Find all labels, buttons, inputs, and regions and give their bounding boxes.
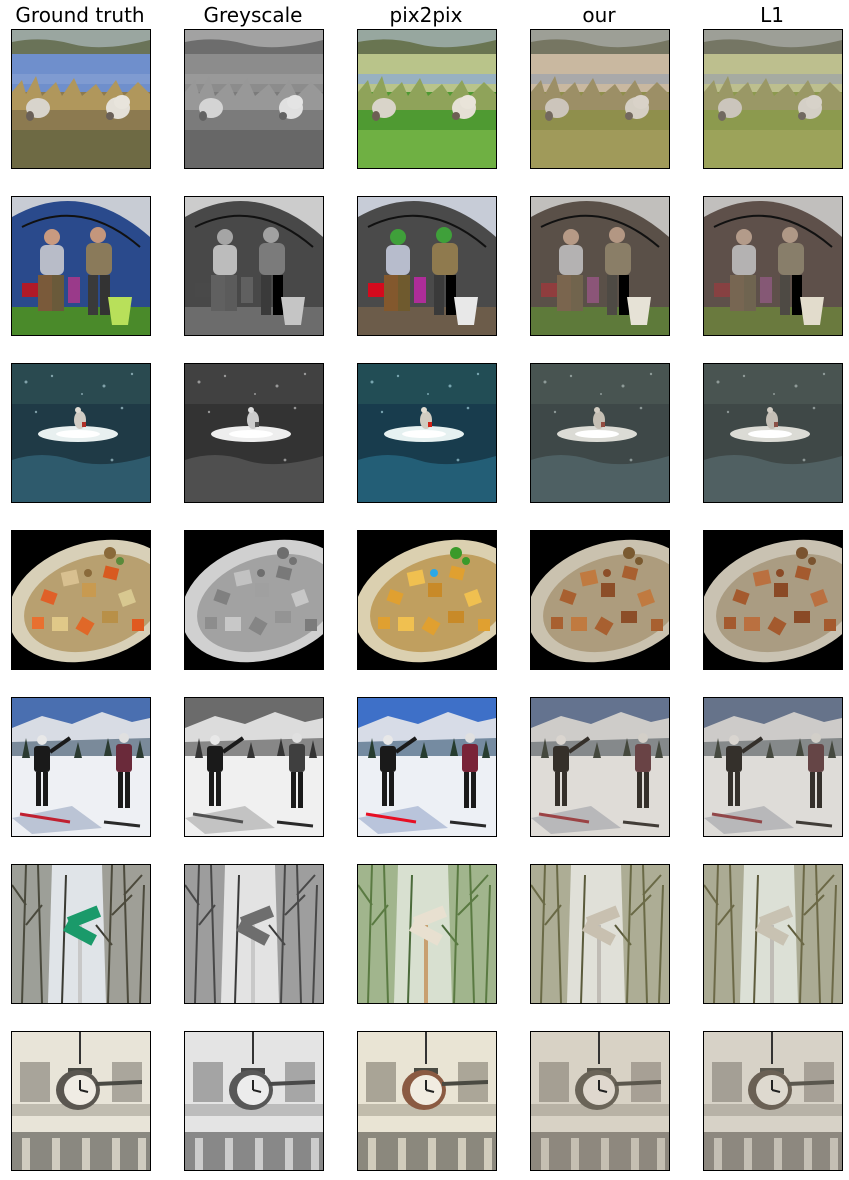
image-canvas — [704, 698, 842, 836]
image-canvas — [531, 1032, 669, 1170]
image-bird-splashing-water-gt — [11, 363, 151, 503]
image-people-under-umbrella-our — [530, 196, 670, 336]
image-canvas — [358, 197, 496, 335]
image-canvas — [12, 1032, 150, 1170]
image-canvas — [358, 364, 496, 502]
image-canvas — [358, 698, 496, 836]
image-canvas — [531, 531, 669, 669]
image-plate-of-roasted-vegetables-gt — [11, 530, 151, 670]
image-canvas — [185, 698, 323, 836]
image-canvas — [531, 364, 669, 502]
image-canvas — [12, 698, 150, 836]
image-canvas — [185, 531, 323, 669]
image-canvas — [531, 698, 669, 836]
image-street-signs-in-trees-p2p — [357, 864, 497, 1004]
image-people-under-umbrella-l1 — [703, 196, 843, 336]
image-skiers-on-mountain-gt — [11, 697, 151, 837]
image-bird-splashing-water-grey — [184, 363, 324, 503]
image-street-signs-in-trees-l1 — [703, 864, 843, 1004]
image-bird-splashing-water-l1 — [703, 363, 843, 503]
image-sheep-by-lake-grey — [184, 29, 324, 169]
image-canvas — [531, 197, 669, 335]
image-canvas — [12, 364, 150, 502]
image-canvas — [12, 531, 150, 669]
image-bird-splashing-water-p2p — [357, 363, 497, 503]
image-canvas — [704, 197, 842, 335]
image-canvas — [358, 30, 496, 168]
image-sheep-by-lake-l1 — [703, 29, 843, 169]
image-canvas — [185, 30, 323, 168]
image-sheep-by-lake-gt — [11, 29, 151, 169]
image-canvas — [185, 197, 323, 335]
image-canvas — [358, 865, 496, 1003]
image-clock-on-building-gt — [11, 1031, 151, 1171]
image-canvas — [704, 1032, 842, 1170]
image-sheep-by-lake-our — [530, 29, 670, 169]
image-clock-on-building-l1 — [703, 1031, 843, 1171]
image-street-signs-in-trees-our — [530, 864, 670, 1004]
column-header-ground-truth: Ground truth — [15, 3, 145, 27]
image-plate-of-roasted-vegetables-grey — [184, 530, 324, 670]
image-plate-of-roasted-vegetables-l1 — [703, 530, 843, 670]
column-header-l1: L1 — [760, 3, 784, 27]
image-street-signs-in-trees-grey — [184, 864, 324, 1004]
image-skiers-on-mountain-p2p — [357, 697, 497, 837]
column-header-greyscale: Greyscale — [203, 3, 303, 27]
image-canvas — [12, 197, 150, 335]
image-canvas — [185, 1032, 323, 1170]
image-canvas — [704, 364, 842, 502]
image-plate-of-roasted-vegetables-p2p — [357, 530, 497, 670]
image-canvas — [531, 30, 669, 168]
image-canvas — [358, 1032, 496, 1170]
image-canvas — [185, 865, 323, 1003]
image-people-under-umbrella-p2p — [357, 196, 497, 336]
image-canvas — [704, 531, 842, 669]
image-canvas — [12, 865, 150, 1003]
image-sheep-by-lake-p2p — [357, 29, 497, 169]
image-canvas — [358, 531, 496, 669]
image-clock-on-building-grey — [184, 1031, 324, 1171]
image-people-under-umbrella-grey — [184, 196, 324, 336]
image-canvas — [704, 865, 842, 1003]
column-header-pix2pix: pix2pix — [389, 3, 463, 27]
image-clock-on-building-p2p — [357, 1031, 497, 1171]
image-canvas — [12, 30, 150, 168]
image-skiers-on-mountain-grey — [184, 697, 324, 837]
image-canvas — [704, 30, 842, 168]
image-clock-on-building-our — [530, 1031, 670, 1171]
image-canvas — [185, 364, 323, 502]
column-header-our: our — [582, 3, 616, 27]
image-street-signs-in-trees-gt — [11, 864, 151, 1004]
image-skiers-on-mountain-l1 — [703, 697, 843, 837]
image-plate-of-roasted-vegetables-our — [530, 530, 670, 670]
image-people-under-umbrella-gt — [11, 196, 151, 336]
image-skiers-on-mountain-our — [530, 697, 670, 837]
image-bird-splashing-water-our — [530, 363, 670, 503]
image-canvas — [531, 865, 669, 1003]
